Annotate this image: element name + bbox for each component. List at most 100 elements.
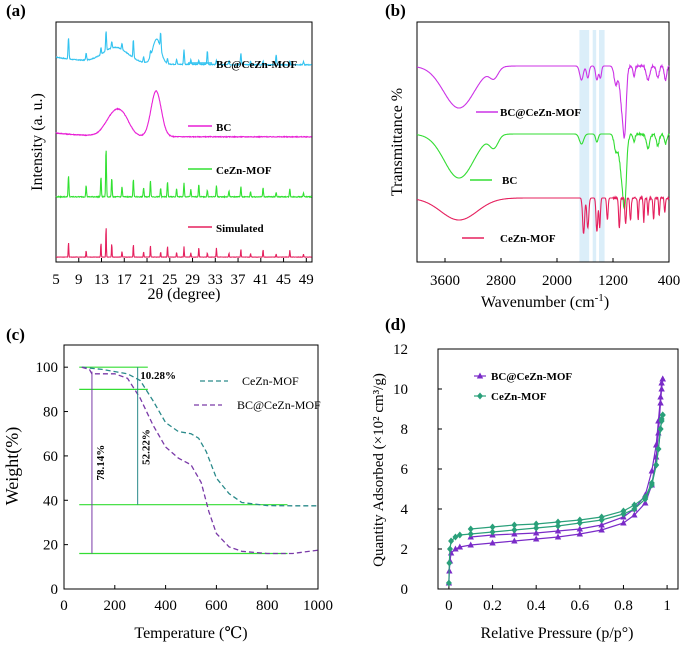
data-point <box>452 533 459 541</box>
panel-d-ytick-label: 10 <box>393 382 408 398</box>
panel-b: 3600 2800 2000 1200 400 BC@CeZn-MOF BC CeZn-MO… <box>389 21 681 311</box>
data-point <box>511 537 518 544</box>
panel-d-ytick-label: 2 <box>401 542 409 558</box>
panel-c-ytick-label: 20 <box>43 538 58 554</box>
series-line-BC <box>55 90 312 139</box>
series-line-CeZn-MOF <box>55 150 313 199</box>
panel-a-xtick-label: 33 <box>208 272 223 288</box>
panel-a-xlabel: 2θ (degree) <box>148 286 221 303</box>
data-point <box>456 531 463 539</box>
highlight-band <box>579 30 590 262</box>
data-point <box>446 559 453 567</box>
panel-a-ylabel: Intensity (a. u.) <box>29 93 46 191</box>
highlight-band <box>599 30 605 262</box>
panel-d-xtick-label: 0.2 <box>483 598 502 614</box>
data-point <box>620 519 627 526</box>
panel-d-ytick-label: 4 <box>401 502 409 518</box>
panel-a-xtick-label: 13 <box>94 272 109 288</box>
panel-a-frame <box>55 21 313 263</box>
legend-label: BC <box>216 122 231 134</box>
data-point <box>532 535 540 542</box>
panel-c-ytick-label: 40 <box>43 493 58 509</box>
panel-c-xtick-label: 400 <box>154 598 177 614</box>
annotation-label: 52.22% <box>141 429 153 465</box>
panel-a-xtick-label: 5 <box>52 272 60 288</box>
panel-c-xtick-label: 200 <box>104 598 127 614</box>
panel-a-xtick-label: 37 <box>231 272 247 288</box>
panel-a-xtick-label: 49 <box>299 272 314 288</box>
panel-a-xtick-label: 45 <box>276 272 291 288</box>
data-point <box>655 445 662 453</box>
data-point <box>620 507 627 515</box>
panel-d-xtick-label: 0.4 <box>527 598 546 614</box>
panel-b-xtick-label: 3600 <box>430 273 460 289</box>
data-point <box>489 539 496 546</box>
data-point <box>653 461 660 469</box>
data-point <box>467 541 474 548</box>
data-point <box>598 513 605 521</box>
panel-c-xtick-label: 0 <box>60 598 68 614</box>
legend-label: CeZn-MOF <box>216 165 272 177</box>
data-point <box>532 529 540 536</box>
data-point <box>648 479 655 487</box>
series-line-BC <box>416 131 670 210</box>
legend-label: Simulated <box>216 223 264 235</box>
panel-c-ytick-label: 0 <box>51 582 59 598</box>
data-point <box>476 372 484 379</box>
data-point <box>576 516 583 524</box>
series-line-BC@CeZn-MOF <box>416 63 670 139</box>
data-point <box>467 525 474 533</box>
panel-b-xtick-label: 400 <box>658 273 681 289</box>
panel-b-frame <box>416 21 670 263</box>
data-point <box>576 530 584 537</box>
panel-a-xtick-label: 9 <box>75 272 83 288</box>
panel-d-ylabel: Quantity Adsorbed (×10² cm³/g) <box>371 373 387 567</box>
panel-d-ytick-label: 12 <box>393 342 408 358</box>
panel-c-xlabel: Temperature (℃) <box>134 625 247 642</box>
series-line-CeZn-MOF-adsorption <box>448 414 664 584</box>
legend-label: BC@CeZn-MOF <box>216 59 297 71</box>
data-point <box>489 528 496 536</box>
data-point <box>533 520 540 528</box>
series-line-CeZn-MOF <box>416 194 670 234</box>
data-point <box>657 393 664 400</box>
panel-a-xtick-label: 17 <box>117 272 133 288</box>
data-point <box>456 543 464 550</box>
series-line-BC@CeZn-MOF <box>55 31 312 67</box>
data-point <box>631 505 638 513</box>
data-point <box>631 511 638 518</box>
highlight-band <box>592 30 597 262</box>
panel-b-xlabel: Wavenumber (cm-1) <box>481 292 609 311</box>
panel-b-xtick-label: 2800 <box>486 273 516 289</box>
data-point <box>554 527 562 534</box>
panel-c-ytick-label: 60 <box>43 449 58 465</box>
data-point <box>642 493 649 501</box>
annotation-label: 78.14% <box>95 445 107 481</box>
panel-a-xtick-label: 21 <box>140 272 155 288</box>
series-line-Simulated <box>56 228 312 259</box>
panel-c-xtick-label: 1000 <box>303 598 333 614</box>
data-point <box>533 524 540 532</box>
panel-b-xtick-label: 2000 <box>542 273 572 289</box>
panel-d-ytick-label: 6 <box>401 462 409 478</box>
panel-c-ylabel: Weight(%) <box>2 427 23 506</box>
panel-c-xtick-label: 600 <box>205 598 228 614</box>
data-point <box>511 526 518 534</box>
panel-b-label: (b) <box>385 1 406 20</box>
panel-d-xtick-label: 0 <box>445 598 453 614</box>
panel-a-label: (a) <box>6 1 26 20</box>
annotation-label: 10.28% <box>140 370 176 382</box>
data-point <box>477 392 483 400</box>
panel-d-ytick-label: 0 <box>401 582 409 598</box>
data-point <box>658 415 665 423</box>
data-point <box>555 522 561 530</box>
data-point <box>648 467 656 474</box>
series-line-BC@CeZn-MOF-desorption <box>470 378 664 538</box>
panel-c: 0 200 400 600 800 1000 0 20 40 60 80 100 CeZn-MOF BC… <box>2 344 333 642</box>
panel-c-xtick-label: 800 <box>256 598 279 614</box>
data-point <box>658 379 665 386</box>
legend-label: CeZn-MOF <box>500 233 556 245</box>
legend-label: BC <box>502 175 517 187</box>
